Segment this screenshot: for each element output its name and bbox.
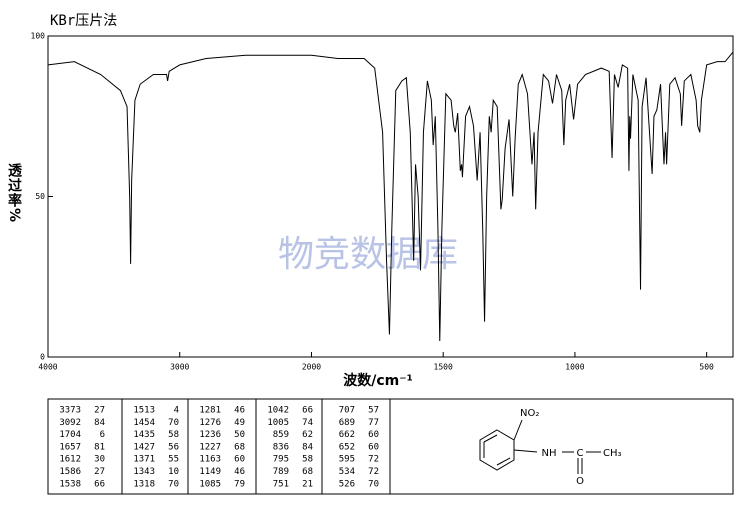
spectrum-line xyxy=(47,51,734,341)
peak-wavenumber: 1042 xyxy=(267,406,289,416)
peak-transmittance: 60 xyxy=(368,442,379,452)
x-tick-label: 3000 xyxy=(170,363,189,372)
peak-transmittance: 27 xyxy=(94,467,105,477)
peak-wavenumber: 836 xyxy=(273,442,289,452)
peak-transmittance: 58 xyxy=(302,455,313,465)
peak-wavenumber: 1538 xyxy=(59,479,81,489)
x-tick-label: 4000 xyxy=(38,363,57,372)
peak-transmittance: 46 xyxy=(234,406,245,416)
peak-transmittance: 79 xyxy=(234,479,245,489)
peak-transmittance: 66 xyxy=(94,479,105,489)
peak-transmittance: 21 xyxy=(302,479,313,489)
peak-transmittance: 4 xyxy=(174,406,179,416)
peak-wavenumber: 859 xyxy=(273,430,289,440)
peak-wavenumber: 795 xyxy=(273,455,289,465)
peak-transmittance: 6 xyxy=(100,430,105,440)
peak-transmittance: 77 xyxy=(368,418,379,428)
peak-transmittance: 81 xyxy=(94,442,105,452)
x-tick-label: 500 xyxy=(699,363,714,372)
structure-label: NO₂ xyxy=(520,408,539,419)
peak-wavenumber: 789 xyxy=(273,467,289,477)
peak-wavenumber: 1704 xyxy=(59,430,81,440)
peak-wavenumber: 595 xyxy=(339,455,355,465)
peak-transmittance: 72 xyxy=(368,467,379,477)
peak-wavenumber: 1085 xyxy=(199,479,221,489)
peak-transmittance: 58 xyxy=(168,430,179,440)
peak-wavenumber: 1586 xyxy=(59,467,81,477)
peak-wavenumber: 1435 xyxy=(133,430,155,440)
peak-transmittance: 56 xyxy=(168,442,179,452)
y-tick-label: 50 xyxy=(35,192,45,201)
y-tick-label: 0 xyxy=(40,353,45,362)
peak-transmittance: 30 xyxy=(94,455,105,465)
peak-wavenumber: 1657 xyxy=(59,442,81,452)
structure xyxy=(479,419,601,474)
peak-transmittance: 70 xyxy=(368,479,379,489)
peak-transmittance: 70 xyxy=(168,418,179,428)
x-tick-label: 1500 xyxy=(434,363,453,372)
bond xyxy=(496,457,511,466)
chart-title: KBr压片法 xyxy=(50,13,117,29)
peak-wavenumber: 1005 xyxy=(267,418,289,428)
peak-wavenumber: 1236 xyxy=(199,430,221,440)
peak-transmittance: 46 xyxy=(234,467,245,477)
bond xyxy=(513,419,523,441)
peak-wavenumber: 652 xyxy=(339,442,355,452)
bond xyxy=(513,449,538,453)
watermark: 物竞数据库 xyxy=(278,234,458,275)
peak-transmittance: 57 xyxy=(368,406,379,416)
peak-transmittance: 70 xyxy=(168,479,179,489)
peak-wavenumber: 526 xyxy=(339,479,355,489)
peak-wavenumber: 1612 xyxy=(59,455,81,465)
peak-transmittance: 66 xyxy=(302,406,313,416)
peak-wavenumber: 662 xyxy=(339,430,355,440)
peak-transmittance: 60 xyxy=(368,430,379,440)
peak-wavenumber: 1276 xyxy=(199,418,221,428)
y-axis-label: 透过率% xyxy=(6,163,22,224)
peak-transmittance: 84 xyxy=(94,418,105,428)
peak-transmittance: 74 xyxy=(302,418,313,428)
x-axis-label: 波数/cm⁻¹ xyxy=(343,372,413,389)
peak-transmittance: 49 xyxy=(234,418,245,428)
peak-transmittance: 55 xyxy=(168,455,179,465)
peak-transmittance: 84 xyxy=(302,442,313,452)
x-tick-label: 2000 xyxy=(302,363,321,372)
peak-transmittance: 68 xyxy=(302,467,313,477)
peak-transmittance: 60 xyxy=(234,455,245,465)
peak-wavenumber: 1318 xyxy=(133,479,155,489)
peak-wavenumber: 751 xyxy=(273,479,289,489)
peak-transmittance: 72 xyxy=(368,455,379,465)
peak-wavenumber: 534 xyxy=(339,467,355,477)
peak-wavenumber: 1513 xyxy=(133,406,155,416)
peak-wavenumber: 1227 xyxy=(199,442,221,452)
structure-label: C xyxy=(577,448,584,459)
structure-label: O xyxy=(576,476,584,487)
x-tick-label: 1000 xyxy=(565,363,584,372)
peak-wavenumber: 1371 xyxy=(133,455,155,465)
peak-transmittance: 50 xyxy=(234,430,245,440)
structure-label: NH xyxy=(542,448,557,459)
peak-transmittance: 62 xyxy=(302,430,313,440)
peak-transmittance: 27 xyxy=(94,406,105,416)
peak-wavenumber: 3373 xyxy=(59,406,81,416)
peak-wavenumber: 1427 xyxy=(133,442,155,452)
structure-label: CH₃ xyxy=(603,448,622,459)
bond xyxy=(483,434,498,443)
y-tick-label: 100 xyxy=(31,32,46,41)
peak-wavenumber: 689 xyxy=(339,418,355,428)
peak-transmittance: 68 xyxy=(234,442,245,452)
peak-wavenumber: 1454 xyxy=(133,418,155,428)
peak-transmittance: 10 xyxy=(168,467,179,477)
peak-wavenumber: 3092 xyxy=(59,418,81,428)
peak-wavenumber: 1163 xyxy=(199,455,221,465)
peak-wavenumber: 1343 xyxy=(133,467,155,477)
peak-wavenumber: 1281 xyxy=(199,406,221,416)
peak-wavenumber: 707 xyxy=(339,406,355,416)
peak-wavenumber: 1149 xyxy=(199,467,221,477)
benzene-ring xyxy=(479,429,515,471)
